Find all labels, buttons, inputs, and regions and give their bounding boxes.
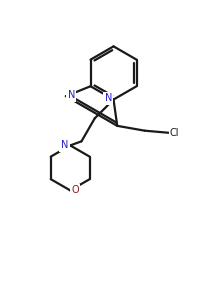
Text: N: N [105, 94, 112, 103]
Text: Cl: Cl [169, 128, 179, 138]
Text: O: O [71, 186, 79, 195]
Text: N: N [68, 90, 75, 100]
Text: N: N [61, 140, 68, 150]
